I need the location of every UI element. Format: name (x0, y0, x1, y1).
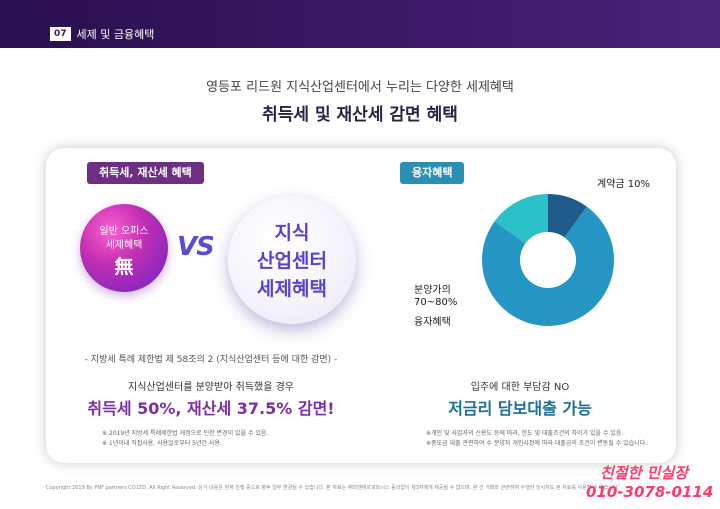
center-circle-line2: 산업센터 (257, 250, 327, 272)
pie-label-deposit: 계약금 10% (597, 179, 651, 190)
office-circle-line1: 일반 오피스 (99, 226, 149, 237)
office-tax-circle: 일반 오피스 세제혜택 無 (80, 204, 168, 292)
page-title: 취득세 및 재산세 감면 혜택 (262, 105, 458, 125)
loan-description: 입주에 대한 부담감 NO (470, 382, 570, 393)
page-subtitle: 영등포 리드원 지식산업센터에서 누리는 다양한 세제혜택 (206, 80, 514, 95)
law-note: - 지방세 특례 제한법 제 58조의 2 (지식산업센터 등에 대한 감면) … (84, 355, 338, 365)
tax-footnote: ※ 1년이내 직접사용, 사용일로부터 5년간 사용. (102, 440, 222, 447)
office-circle-mark: 無 (114, 256, 134, 278)
agent-signature-phone: 010-3078-0114 (586, 483, 714, 501)
tax-footnote: ※ 2019년 지방세 특례제한법 개정으로 인한 변경이 있을 수 있음. (102, 430, 269, 437)
chapter-title: 세제 및 금융혜택 (76, 28, 155, 41)
tax-highlight: 취득세 50%, 재산세 37.5% 감면! (87, 399, 335, 418)
tax-description: 지식산업센터를 분양받아 취득했을 경우 (128, 382, 294, 393)
chapter-number: 07 (50, 27, 71, 41)
pie-label-loan-line: 70~80% (414, 297, 458, 308)
pie-label-loan-line: 분양가의 (414, 285, 451, 296)
loan-footnote: ※중도금 대출 관련하여 수 분양자 개인사정에 따라 대출금의 조건이 변동될… (426, 440, 648, 447)
loan-pie-chart (482, 194, 614, 326)
center-circle-line3: 세제혜택 (257, 278, 327, 300)
pie-label-loan-line: 융자혜택 (414, 317, 451, 328)
center-circle-line1: 지식 (274, 222, 310, 244)
loan-highlight: 저금리 담보대출 가능 (448, 399, 592, 418)
office-circle-line2: 세제혜택 (105, 240, 143, 251)
tax-benefit-tag: 취득세, 재산세 혜택 (87, 162, 204, 184)
pie-center-hole (520, 232, 576, 288)
copyright-text: Copyright 2019 By PNF partners CO.LTD. A… (46, 485, 620, 491)
vs-mark: VS (177, 232, 215, 262)
knowledge-center-circle: 지식 산업센터 세제혜택 (228, 196, 356, 324)
chapter-heading: 07 세제 및 금융혜택 (50, 26, 154, 42)
agent-signature-name: 친절한 민실장 (600, 464, 689, 482)
header-bar: 07 세제 및 금융혜택 (0, 0, 720, 48)
loan-benefit-tag: 융자혜택 (400, 162, 465, 184)
loan-footnote: ※개인 및 사업자의 신용도 등에 따라, 한도 및 대출조건의 차이가 있을 … (426, 430, 624, 437)
